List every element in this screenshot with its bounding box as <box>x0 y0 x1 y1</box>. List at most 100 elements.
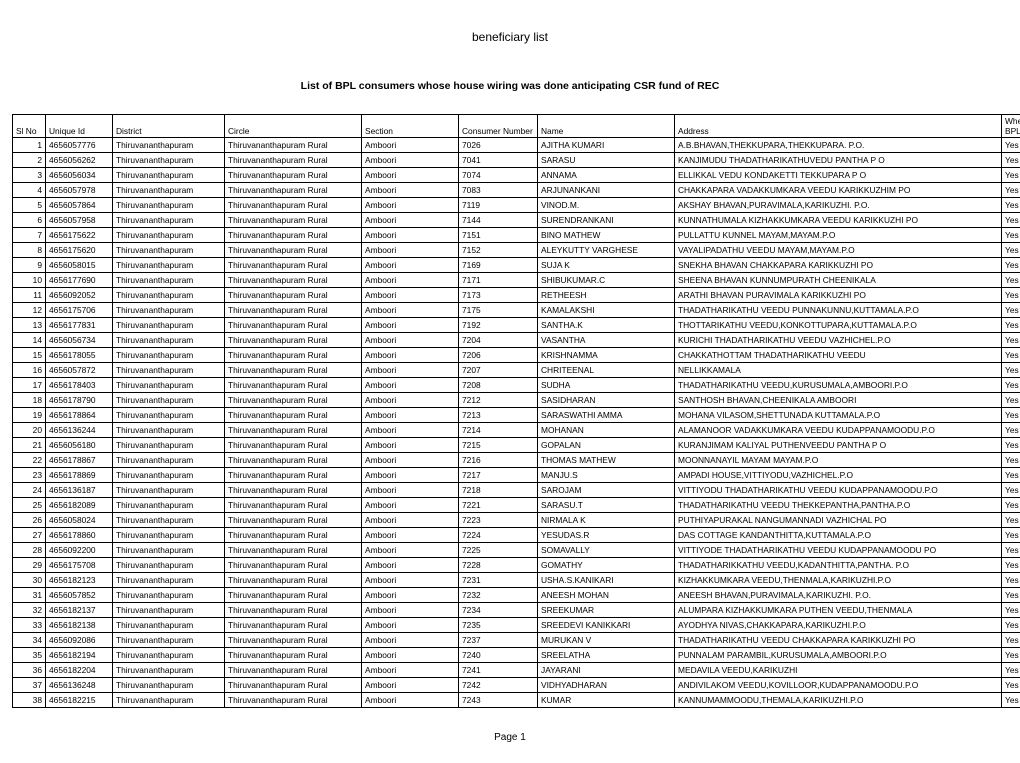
cell-name: SREEDEVI KANIKKARI <box>538 618 675 633</box>
table-row: 364656182204ThiruvananthapuramThiruvanan… <box>13 663 1020 678</box>
cell-name: RETHEESH <box>538 288 675 303</box>
table-row: 104656177690ThiruvananthapuramThiruvanan… <box>13 273 1020 288</box>
cell-address: ELLIKKAL VEDU KONDAKETTI TEKKUPARA P O <box>675 168 1002 183</box>
cell-consumer_number: 7240 <box>459 648 538 663</box>
cell-sl_no: 29 <box>13 558 46 573</box>
cell-circle: Thiruvananthapuram Rural <box>225 423 362 438</box>
cell-consumer_number: 7206 <box>459 348 538 363</box>
cell-address: MOONNANAYIL MAYAM MAYAM.P.O <box>675 453 1002 468</box>
cell-section: Amboori <box>362 288 459 303</box>
cell-district: Thiruvananthapuram <box>113 273 225 288</box>
cell-address: MOHANA VILASOM,SHETTUNADA KUTTAMALA.P.O <box>675 408 1002 423</box>
cell-circle: Thiruvananthapuram Rural <box>225 408 362 423</box>
cell-name: SHIBUKUMAR.C <box>538 273 675 288</box>
cell-consumer_number: 7215 <box>459 438 538 453</box>
cell-unique_id: 4656136244 <box>46 423 113 438</box>
cell-address: THADATHARIKATHU VEEDU CHAKKAPARA KARIKKU… <box>675 633 1002 648</box>
cell-district: Thiruvananthapuram <box>113 618 225 633</box>
cell-address: SNEKHA BHAVAN CHAKKAPARA KARIKKUZHI PO <box>675 258 1002 273</box>
cell-district: Thiruvananthapuram <box>113 468 225 483</box>
cell-address: DAS COTTAGE KANDANTHITTA,KUTTAMALA.P.O <box>675 528 1002 543</box>
cell-name: SREELATHA <box>538 648 675 663</box>
cell-section: Amboori <box>362 318 459 333</box>
table-row: 374656136248ThiruvananthapuramThiruvanan… <box>13 678 1020 693</box>
cell-circle: Thiruvananthapuram Rural <box>225 273 362 288</box>
cell-consumer_number: 7169 <box>459 258 538 273</box>
cell-unique_id: 4656175706 <box>46 303 113 318</box>
cell-section: Amboori <box>362 543 459 558</box>
cell-address: THOTTARIKATHU VEEDU,KONKOTTUPARA,KUTTAMA… <box>675 318 1002 333</box>
cell-district: Thiruvananthapuram <box>113 168 225 183</box>
cell-sl_no: 30 <box>13 573 46 588</box>
cell-address: A.B.BHAVAN,THEKKUPARA,THEKKUPARA. P.O. <box>675 138 1002 153</box>
cell-bpl: Yes <box>1002 213 1020 228</box>
cell-bpl: Yes <box>1002 348 1020 363</box>
col-header-circle: Circle <box>225 115 362 138</box>
cell-address: ANDIVILAKOM VEEDU,KOVILLOOR,KUDAPPANAMOO… <box>675 678 1002 693</box>
cell-district: Thiruvananthapuram <box>113 573 225 588</box>
cell-district: Thiruvananthapuram <box>113 288 225 303</box>
cell-name: SUDHA <box>538 378 675 393</box>
cell-district: Thiruvananthapuram <box>113 153 225 168</box>
cell-sl_no: 24 <box>13 483 46 498</box>
cell-section: Amboori <box>362 168 459 183</box>
cell-consumer_number: 7173 <box>459 288 538 303</box>
cell-circle: Thiruvananthapuram Rural <box>225 663 362 678</box>
cell-circle: Thiruvananthapuram Rural <box>225 153 362 168</box>
cell-name: JAYARANI <box>538 663 675 678</box>
cell-consumer_number: 7228 <box>459 558 538 573</box>
cell-sl_no: 19 <box>13 408 46 423</box>
cell-unique_id: 4656057852 <box>46 588 113 603</box>
table-row: 204656136244ThiruvananthapuramThiruvanan… <box>13 423 1020 438</box>
cell-circle: Thiruvananthapuram Rural <box>225 288 362 303</box>
cell-circle: Thiruvananthapuram Rural <box>225 483 362 498</box>
cell-district: Thiruvananthapuram <box>113 528 225 543</box>
cell-address: VAYALIPADATHU VEEDU MAYAM,MAYAM.P.O <box>675 243 1002 258</box>
cell-name: SURENDRANKANI <box>538 213 675 228</box>
cell-sl_no: 17 <box>13 378 46 393</box>
cell-bpl: Yes <box>1002 363 1020 378</box>
table-row: 354656182194ThiruvananthapuramThiruvanan… <box>13 648 1020 663</box>
cell-address: VITTIYODE THADATHARIKATHU VEEDU KUDAPPAN… <box>675 543 1002 558</box>
cell-address: CHAKKAPARA VADAKKUMKARA VEEDU KARIKKUZHI… <box>675 183 1002 198</box>
cell-address: NELLIKKAMALA <box>675 363 1002 378</box>
cell-address: AKSHAY BHAVAN,PURAVIMALA,KARIKUZHI. P.O. <box>675 198 1002 213</box>
cell-sl_no: 38 <box>13 693 46 708</box>
table-row: 114656092052ThiruvananthapuramThiruvanan… <box>13 288 1020 303</box>
cell-section: Amboori <box>362 633 459 648</box>
cell-address: AYODHYA NIVAS,CHAKKAPARA,KARIKUZHI.P.O <box>675 618 1002 633</box>
cell-circle: Thiruvananthapuram Rural <box>225 453 362 468</box>
cell-section: Amboori <box>362 153 459 168</box>
cell-address: SANTHOSH BHAVAN,CHEENIKALA AMBOORI <box>675 393 1002 408</box>
cell-sl_no: 20 <box>13 423 46 438</box>
cell-bpl: Yes <box>1002 588 1020 603</box>
cell-consumer_number: 7026 <box>459 138 538 153</box>
cell-sl_no: 37 <box>13 678 46 693</box>
cell-name: KAMALAKSHI <box>538 303 675 318</box>
col-header-address: Address <box>675 115 1002 138</box>
table-row: 174656178403ThiruvananthapuramThiruvanan… <box>13 378 1020 393</box>
cell-consumer_number: 7204 <box>459 333 538 348</box>
cell-bpl: Yes <box>1002 168 1020 183</box>
table-row: 154656178055ThiruvananthapuramThiruvanan… <box>13 348 1020 363</box>
cell-section: Amboori <box>362 528 459 543</box>
cell-sl_no: 9 <box>13 258 46 273</box>
cell-consumer_number: 7171 <box>459 273 538 288</box>
cell-section: Amboori <box>362 273 459 288</box>
table-row: 74656175622ThiruvananthapuramThiruvanant… <box>13 228 1020 243</box>
cell-unique_id: 4656178867 <box>46 453 113 468</box>
cell-unique_id: 4656058015 <box>46 258 113 273</box>
cell-bpl: Yes <box>1002 513 1020 528</box>
cell-address: KANNUMAMMOODU,THEMALA,KARIKUZHI.P.O <box>675 693 1002 708</box>
cell-district: Thiruvananthapuram <box>113 318 225 333</box>
cell-bpl: Yes <box>1002 558 1020 573</box>
cell-section: Amboori <box>362 603 459 618</box>
cell-circle: Thiruvananthapuram Rural <box>225 603 362 618</box>
cell-circle: Thiruvananthapuram Rural <box>225 318 362 333</box>
cell-unique_id: 4656057958 <box>46 213 113 228</box>
cell-section: Amboori <box>362 513 459 528</box>
cell-district: Thiruvananthapuram <box>113 228 225 243</box>
cell-district: Thiruvananthapuram <box>113 498 225 513</box>
cell-address: MEDAVILA VEEDU,KARIKUZHI <box>675 663 1002 678</box>
cell-section: Amboori <box>362 498 459 513</box>
